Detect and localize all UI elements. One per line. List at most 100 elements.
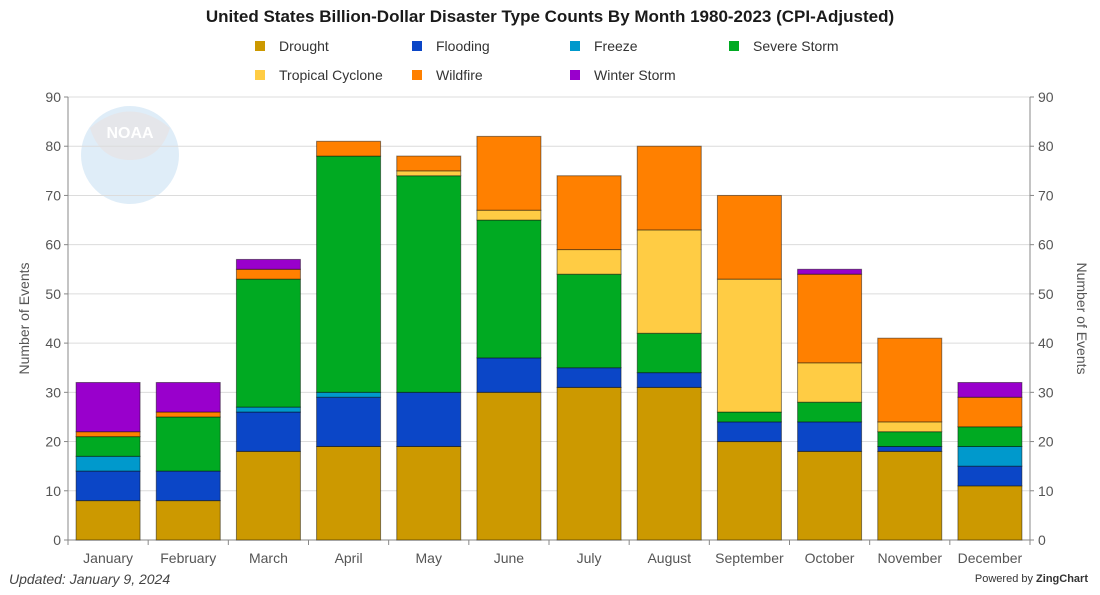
bar-segment-wildfire[interactable]	[316, 140, 382, 157]
bar-segment-winter-storm[interactable]	[235, 258, 301, 270]
y-tick-label: 50	[45, 286, 61, 302]
bar-segment-flooding[interactable]	[235, 411, 301, 452]
bar-segment-flooding[interactable]	[75, 470, 141, 502]
bar-segment-wildfire[interactable]	[957, 396, 1023, 428]
bar-segment-severe-storm[interactable]	[75, 436, 141, 457]
legend-swatch	[570, 41, 580, 51]
bar-segment-wildfire[interactable]	[556, 175, 622, 251]
legend-swatch	[255, 70, 265, 80]
bar-segment-tropical-cyclone[interactable]	[636, 229, 702, 334]
y-tick-label: 90	[45, 89, 61, 105]
bar-segment-severe-storm[interactable]	[957, 426, 1023, 447]
bar-segment-wildfire[interactable]	[797, 273, 863, 364]
bar-segment-drought[interactable]	[316, 445, 382, 541]
bar-segment-winter-storm[interactable]	[957, 381, 1023, 398]
bar-segment-severe-storm[interactable]	[636, 332, 702, 374]
chart-title: United States Billion-Dollar Disaster Ty…	[205, 7, 895, 26]
bar-segment-drought[interactable]	[396, 445, 462, 541]
bar-segment-flooding[interactable]	[556, 367, 622, 388]
bar-segment-wildfire[interactable]	[75, 431, 141, 438]
bar-segment-severe-storm[interactable]	[396, 175, 462, 393]
bar-segment-drought[interactable]	[476, 391, 542, 541]
bar-segment-tropical-cyclone[interactable]	[877, 421, 943, 433]
bar-segment-winter-storm[interactable]	[155, 381, 221, 413]
legend-label: Wildfire	[436, 67, 483, 83]
bar-segment-tropical-cyclone[interactable]	[797, 362, 863, 403]
bar-segment-wildfire[interactable]	[476, 135, 542, 211]
y-tick-label-right: 50	[1038, 286, 1054, 302]
y-tick-label: 60	[45, 237, 61, 253]
y-tick-label: 10	[45, 483, 61, 499]
bar-segment-wildfire[interactable]	[877, 337, 943, 423]
bar-segment-freeze[interactable]	[75, 455, 141, 472]
legend-item-severe-storm[interactable]: Severe Storm	[729, 38, 839, 54]
bar-segment-severe-storm[interactable]	[155, 416, 221, 472]
legend-swatch	[412, 70, 422, 80]
bar-segment-drought[interactable]	[877, 450, 943, 541]
bar-segment-drought[interactable]	[235, 450, 301, 541]
bar-segment-severe-storm[interactable]	[476, 219, 542, 359]
bar-segment-flooding[interactable]	[716, 421, 782, 443]
bar-segment-freeze[interactable]	[235, 406, 301, 413]
bar-segment-flooding[interactable]	[476, 357, 542, 393]
x-tick-label: November	[877, 550, 942, 566]
legend-item-drought[interactable]: Drought	[255, 38, 329, 54]
legend-item-winter-storm[interactable]: Winter Storm	[570, 67, 676, 83]
bar-segment-winter-storm[interactable]	[75, 381, 141, 433]
x-tick-label: December	[958, 550, 1023, 566]
bar-segment-severe-storm[interactable]	[797, 401, 863, 423]
bar-segment-severe-storm[interactable]	[716, 411, 782, 423]
legend-swatch	[412, 41, 422, 51]
bar-segment-flooding[interactable]	[957, 465, 1023, 487]
legend-swatch	[255, 41, 265, 51]
bar-segment-wildfire[interactable]	[155, 411, 221, 418]
bar-segment-drought[interactable]	[957, 485, 1023, 541]
bar-segment-wildfire[interactable]	[235, 268, 301, 280]
bar-segment-tropical-cyclone[interactable]	[396, 170, 462, 177]
bar-segment-drought[interactable]	[155, 500, 221, 541]
bar-segment-tropical-cyclone[interactable]	[556, 249, 622, 275]
bar-segment-severe-storm[interactable]	[235, 278, 301, 408]
bar-segment-flooding[interactable]	[636, 372, 702, 388]
x-tick-label: April	[335, 550, 363, 566]
bar-segment-flooding[interactable]	[155, 470, 221, 502]
bar-segment-tropical-cyclone[interactable]	[716, 278, 782, 413]
legend-item-freeze[interactable]: Freeze	[570, 38, 638, 54]
powered-by[interactable]: Powered by ZingChart	[975, 573, 1088, 585]
bar-segment-flooding[interactable]	[877, 445, 943, 452]
y-tick-label-right: 10	[1038, 483, 1054, 499]
legend-item-tropical-cyclone[interactable]: Tropical Cyclone	[255, 67, 383, 83]
y-axis-title: Number of Events	[16, 262, 32, 374]
bar-segment-drought[interactable]	[75, 500, 141, 541]
legend-label: Winter Storm	[594, 67, 676, 83]
bar-segment-severe-storm[interactable]	[877, 431, 943, 447]
bar-segment-flooding[interactable]	[797, 421, 863, 452]
legend-item-flooding[interactable]: Flooding	[412, 38, 490, 54]
bar-segment-freeze[interactable]	[957, 445, 1023, 467]
bar-segment-flooding[interactable]	[316, 396, 382, 447]
bar-segment-flooding[interactable]	[396, 391, 462, 447]
bar-segment-drought[interactable]	[716, 441, 782, 541]
bar-segment-freeze[interactable]	[316, 391, 382, 398]
legend-item-wildfire[interactable]: Wildfire	[412, 67, 483, 83]
bar-segment-drought[interactable]	[556, 386, 622, 541]
bar-segment-wildfire[interactable]	[636, 145, 702, 231]
noaa-logo-bird	[90, 111, 170, 160]
noaa-logo-text: NOAA	[106, 125, 154, 142]
legend-label: Flooding	[436, 38, 490, 54]
bar-segment-wildfire[interactable]	[716, 194, 782, 280]
bar-segment-wildfire[interactable]	[396, 155, 462, 172]
y-axis-title-right: Number of Events	[1074, 262, 1090, 374]
x-tick-label: August	[647, 550, 691, 566]
powered-brand: ZingChart	[1036, 573, 1088, 585]
bar-segment-drought[interactable]	[636, 386, 702, 541]
bar-segment-winter-storm[interactable]	[797, 268, 863, 275]
bar-segment-severe-storm[interactable]	[316, 155, 382, 393]
y-tick-label-right: 20	[1038, 434, 1054, 450]
bar-segment-tropical-cyclone[interactable]	[476, 209, 542, 221]
bar-segment-drought[interactable]	[797, 450, 863, 541]
y-tick-label-right: 0	[1038, 532, 1046, 548]
bar-segment-severe-storm[interactable]	[556, 273, 622, 369]
legend-label: Severe Storm	[753, 38, 839, 54]
noaa-logo-circle	[81, 106, 179, 204]
